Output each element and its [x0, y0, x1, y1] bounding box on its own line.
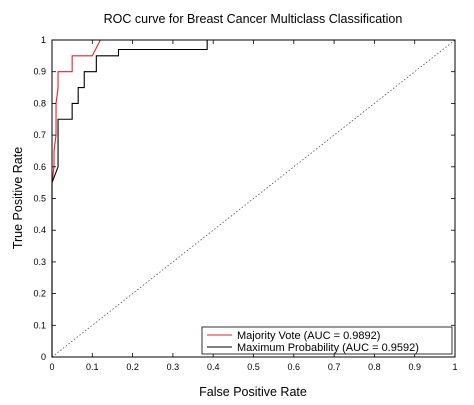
x-tick-label: 0 [49, 362, 54, 372]
y-tick-label: 0 [41, 352, 46, 362]
y-tick-label: 0.9 [33, 67, 46, 77]
y-tick-label: 0.5 [33, 194, 46, 204]
y-tick-label: 0.6 [33, 162, 46, 172]
diagonal-reference-line [51, 39, 456, 358]
legend-box [201, 326, 453, 355]
y-tick-label: 0.2 [33, 289, 46, 299]
x-tick-label: 0.7 [328, 362, 341, 372]
y-tick-label: 0.3 [33, 257, 46, 267]
y-tick-label: 1 [41, 35, 46, 45]
y-tick-label: 0.7 [33, 130, 46, 140]
chart-title: ROC curve for Breast Cancer Multiclass C… [104, 12, 403, 26]
y-axis-label: True Positive Rate [11, 147, 25, 249]
plot-area [51, 39, 456, 358]
legend-entry: Maximum Probability (AUC = 0.9592) [237, 342, 419, 354]
x-tick-label: 0.3 [167, 362, 180, 372]
y-tick-label: 0.8 [33, 98, 46, 108]
legend: Majority Vote (AUC = 0.9892)Maximum Prob… [201, 326, 453, 355]
y-tick-label: 0.1 [33, 320, 46, 330]
legend-entry: Majority Vote (AUC = 0.9892) [237, 330, 380, 342]
x-tick-label: 1 [452, 362, 457, 372]
x-tick-label: 0.2 [126, 362, 139, 372]
x-tick-label: 0.8 [368, 362, 381, 372]
x-tick-label: 0.6 [288, 362, 301, 372]
series-line-1 [51, 39, 455, 357]
x-tick-label: 0.1 [86, 362, 99, 372]
x-axis-label: False Positive Rate [199, 385, 307, 399]
x-tick-label: 0.5 [247, 362, 260, 372]
y-tick-label: 0.4 [33, 225, 46, 235]
x-tick-label: 0.4 [207, 362, 220, 372]
x-tick-label: 0.9 [408, 362, 421, 372]
